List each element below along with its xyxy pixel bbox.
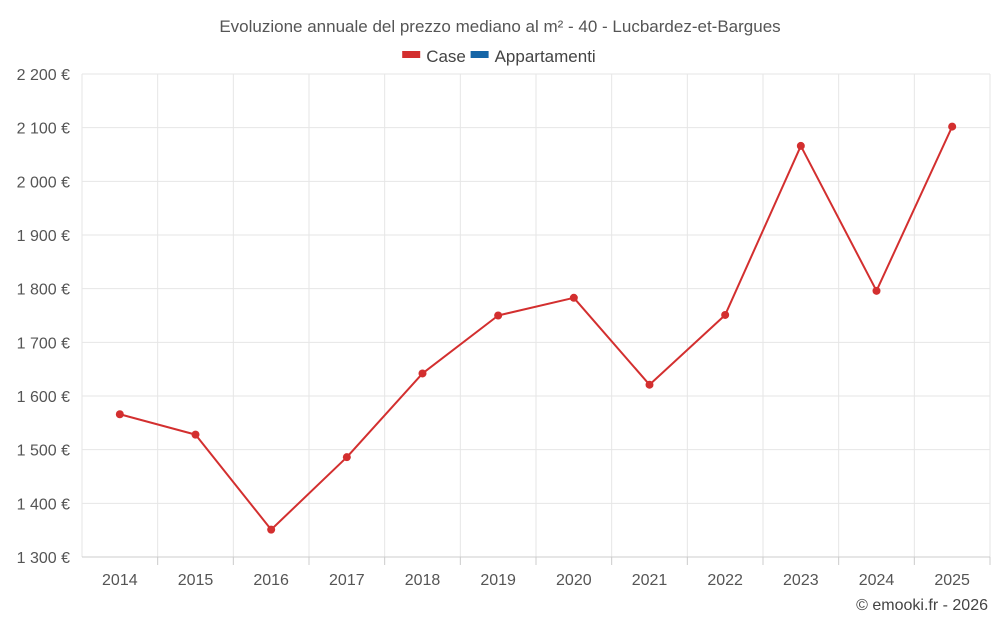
data-point[interactable]	[115, 410, 124, 419]
series-line-case	[119, 126, 954, 531]
legend: Case Appartamenti	[402, 47, 596, 66]
y-tick-label: 2 100 €	[17, 121, 70, 138]
x-tick-label: 2015	[178, 572, 214, 589]
x-tick-label: 2023	[783, 572, 819, 589]
x-tick-label: 2018	[405, 572, 441, 589]
y-tick-label: 1 800 €	[17, 282, 70, 299]
legend-swatch	[402, 51, 421, 58]
data-point[interactable]	[948, 122, 957, 131]
y-tick-label: 2 000 €	[17, 174, 70, 191]
x-tick-label: 2020	[556, 572, 592, 589]
y-tick-label: 1 300 €	[17, 550, 70, 567]
legend-swatch	[470, 51, 489, 58]
x-tick-label: 2017	[329, 572, 365, 589]
x-tick-label: 2024	[859, 572, 895, 589]
legend-label: Case	[426, 47, 466, 66]
y-tick-label: 2 200 €	[17, 67, 70, 84]
x-tick-label: 2025	[934, 572, 970, 589]
legend-item-case[interactable]: Case	[402, 47, 466, 66]
x-tick-label: 2014	[102, 572, 138, 589]
x-tick-label: 2019	[480, 572, 516, 589]
data-point[interactable]	[872, 286, 881, 295]
data-point[interactable]	[418, 369, 427, 378]
data-point[interactable]	[267, 525, 276, 534]
data-point[interactable]	[191, 430, 200, 439]
x-tick-label: 2016	[253, 572, 289, 589]
series-layer	[115, 122, 957, 534]
y-tick-label: 1 900 €	[17, 228, 70, 245]
legend-label: Appartamenti	[495, 47, 596, 66]
y-tick-label: 1 600 €	[17, 389, 70, 406]
data-point[interactable]	[796, 141, 805, 150]
x-tick-label: 2021	[632, 572, 668, 589]
axes: 1 300 € 1 400 € 1 500 € 1 600 € 1 700 € 1 800…	[17, 67, 991, 589]
credit-text: © emooki.fr - 2026	[856, 597, 988, 614]
y-tick-label: 1 700 €	[17, 335, 70, 352]
x-tick-label: 2022	[707, 572, 743, 589]
chart-title: Evoluzione annuale del prezzo mediano al…	[219, 17, 780, 36]
data-point[interactable]	[645, 380, 654, 389]
y-tick-label: 1 500 €	[17, 443, 70, 460]
data-point[interactable]	[569, 293, 578, 302]
grid	[81, 73, 991, 557]
data-point[interactable]	[721, 310, 730, 319]
data-point[interactable]	[342, 453, 351, 462]
data-point[interactable]	[494, 311, 503, 320]
y-tick-label: 1 400 €	[17, 496, 70, 513]
legend-item-appartamenti[interactable]: Appartamenti	[470, 47, 596, 66]
